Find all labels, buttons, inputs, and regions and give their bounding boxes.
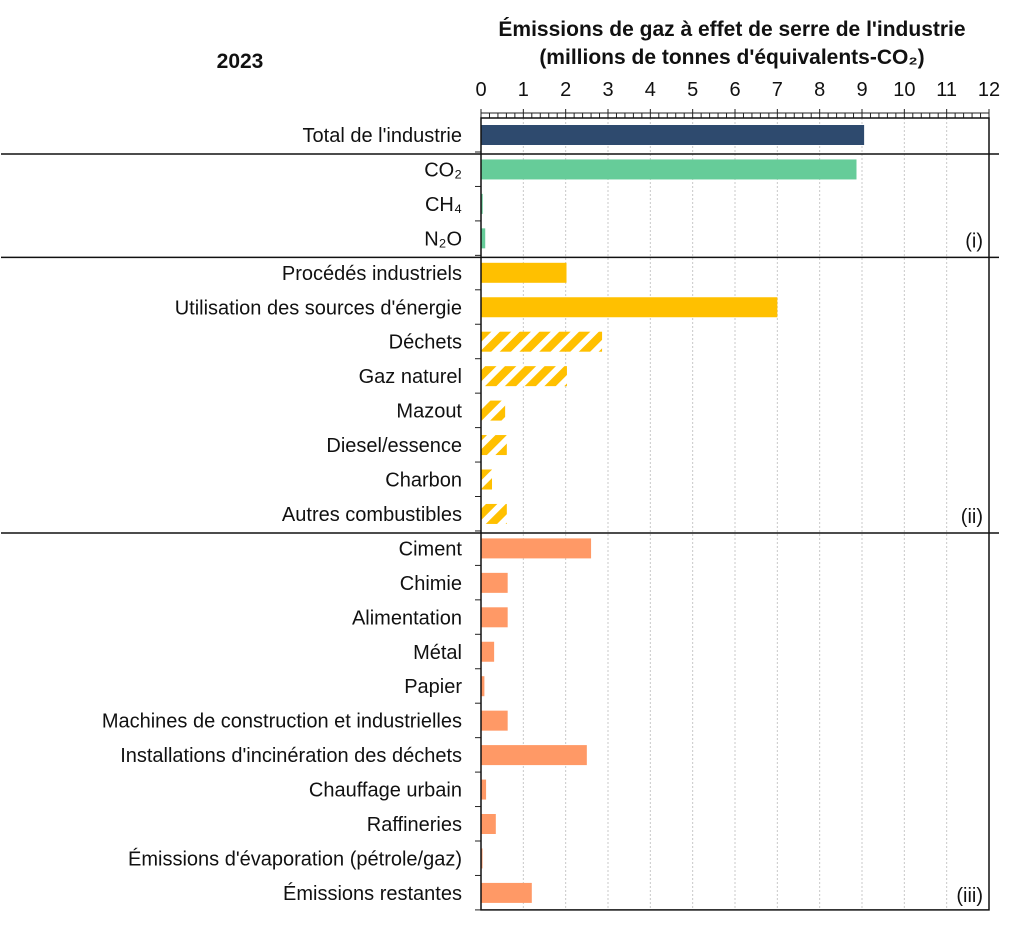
- x-tick-label: 6: [729, 79, 740, 101]
- bar: [481, 262, 567, 283]
- bar: [481, 159, 857, 180]
- bar: [481, 572, 508, 593]
- x-tick-label: 7: [772, 79, 783, 101]
- bar: [481, 814, 496, 834]
- x-tick-label: 2: [560, 79, 571, 101]
- category-label: Total de l'industrie: [303, 125, 462, 147]
- category-label: CO₂: [424, 159, 462, 181]
- x-tick-label: 9: [856, 79, 867, 101]
- x-tick-label: 10: [893, 79, 915, 101]
- bar: [481, 331, 603, 352]
- bar: [481, 503, 507, 524]
- category-label: N₂O: [424, 228, 462, 250]
- category-label: Mazout: [396, 401, 462, 423]
- category-label: Émissions restantes: [283, 882, 462, 905]
- bar: [481, 710, 508, 731]
- bar: [481, 366, 567, 387]
- category-label: Alimentation: [352, 607, 462, 629]
- category-label: Chimie: [400, 573, 462, 595]
- bar: [481, 193, 483, 214]
- plot-frame: [480, 117, 990, 911]
- x-tick-label: 11: [936, 79, 957, 101]
- bar: [481, 125, 865, 145]
- group-marker: (ii): [961, 506, 983, 528]
- category-label: Papier: [404, 676, 462, 698]
- x-tick-label: 8: [814, 79, 825, 101]
- x-tick-label: 5: [687, 79, 698, 101]
- bar: [481, 297, 778, 318]
- bar: [481, 676, 485, 697]
- group-marker: (i): [965, 230, 983, 252]
- bar: [481, 745, 587, 766]
- category-label: Charbon: [385, 470, 462, 492]
- bar: [481, 400, 506, 421]
- chart-title-line2: (millions de tonnes d'équivalents-CO₂): [539, 46, 924, 69]
- category-label: Chauffage urbain: [309, 780, 462, 802]
- category-label: Gaz naturel: [359, 366, 462, 388]
- category-label: Autres combustibles: [282, 504, 462, 526]
- category-label: Déchets: [389, 332, 462, 354]
- category-label: Machines de construction et industrielle…: [102, 711, 462, 733]
- chart-year: 2023: [217, 50, 264, 73]
- bar: [481, 469, 493, 490]
- category-label: Diesel/essence: [326, 435, 462, 457]
- category-label: Installations d'incinération des déchets: [120, 745, 462, 767]
- bar: [481, 228, 486, 249]
- bar: [481, 882, 532, 903]
- x-tick-label: 0: [475, 79, 486, 101]
- category-label: Métal: [413, 642, 462, 664]
- bar: [481, 641, 495, 662]
- bar: [481, 435, 507, 456]
- category-label: Procédés industriels: [282, 263, 462, 285]
- x-tick-label: 3: [602, 79, 613, 101]
- chart-title-line1: Émissions de gaz à effet de serre de l'i…: [498, 18, 965, 41]
- bar: [481, 779, 487, 800]
- category-label: CH₄: [425, 194, 462, 216]
- bar: [481, 607, 508, 628]
- x-tick-label: 4: [645, 79, 656, 101]
- category-label: Utilisation des sources d'énergie: [175, 297, 462, 319]
- bar: [481, 538, 592, 559]
- group-marker: (iii): [956, 885, 983, 907]
- category-label: Raffineries: [367, 814, 462, 836]
- category-label: Émissions d'évaporation (pétrole/gaz): [128, 847, 462, 870]
- category-label: Ciment: [399, 538, 463, 560]
- x-tick-label: 1: [518, 79, 529, 101]
- x-tick-label: 12: [978, 79, 1000, 101]
